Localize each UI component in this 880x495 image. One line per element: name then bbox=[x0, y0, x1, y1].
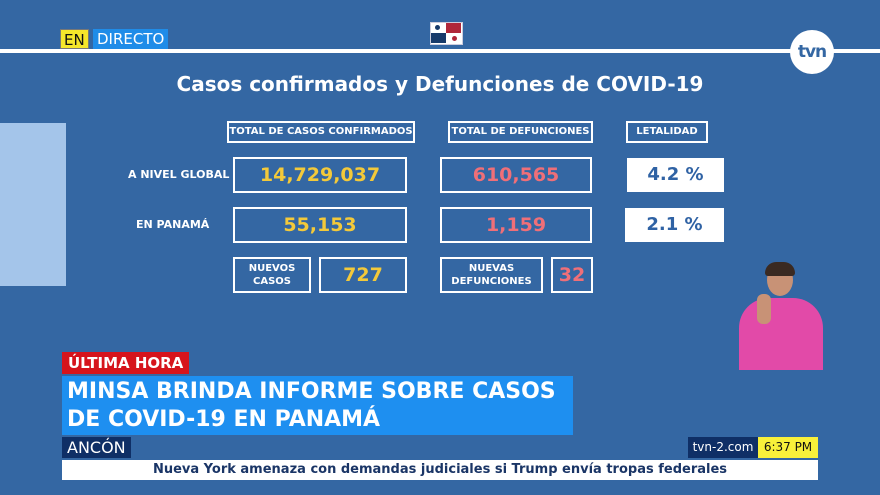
header-lethality: LETALIDAD bbox=[626, 121, 708, 143]
news-ticker: Nueva York amenaza con demandas judicial… bbox=[62, 460, 818, 480]
header-deaths: TOTAL DE DEFUNCIONES bbox=[448, 121, 593, 143]
breaking-tag: ÚLTIMA HORA bbox=[62, 352, 190, 374]
side-panel bbox=[0, 123, 66, 286]
global-deaths: 610,565 bbox=[440, 157, 592, 193]
row-label-panama: EN PANAMÁ bbox=[136, 218, 210, 231]
new-cases-label: NUEVOS CASOS bbox=[233, 257, 311, 293]
live-directo: DIRECTO bbox=[93, 29, 169, 49]
row-label-global: A NIVEL GLOBAL bbox=[128, 168, 230, 181]
location: ANCÓN bbox=[62, 437, 131, 458]
sign-language-interpreter bbox=[735, 262, 825, 372]
new-deaths-label: NUEVAS DEFUNCIONES bbox=[440, 257, 543, 293]
panama-deaths: 1,159 bbox=[440, 207, 592, 243]
tvn-logo: tvn bbox=[790, 30, 834, 74]
global-cases: 14,729,037 bbox=[233, 157, 407, 193]
headline: MINSA BRINDA INFORME SOBRE CASOS DE COVI… bbox=[62, 376, 573, 435]
live-en: EN bbox=[60, 29, 89, 49]
clock: 6:37 PM bbox=[758, 437, 818, 458]
new-cases: 727 bbox=[319, 257, 407, 293]
divider bbox=[0, 49, 880, 53]
header-cases: TOTAL DE CASOS CONFIRMADOS bbox=[227, 121, 415, 143]
global-lethality: 4.2 % bbox=[627, 158, 724, 192]
panama-lethality: 2.1 % bbox=[625, 208, 724, 242]
page-title: Casos confirmados y Defunciones de COVID… bbox=[176, 72, 704, 96]
new-deaths: 32 bbox=[551, 257, 593, 293]
panama-cases: 55,153 bbox=[233, 207, 407, 243]
website: tvn-2.com bbox=[688, 437, 758, 458]
panama-flag-icon bbox=[430, 22, 463, 45]
